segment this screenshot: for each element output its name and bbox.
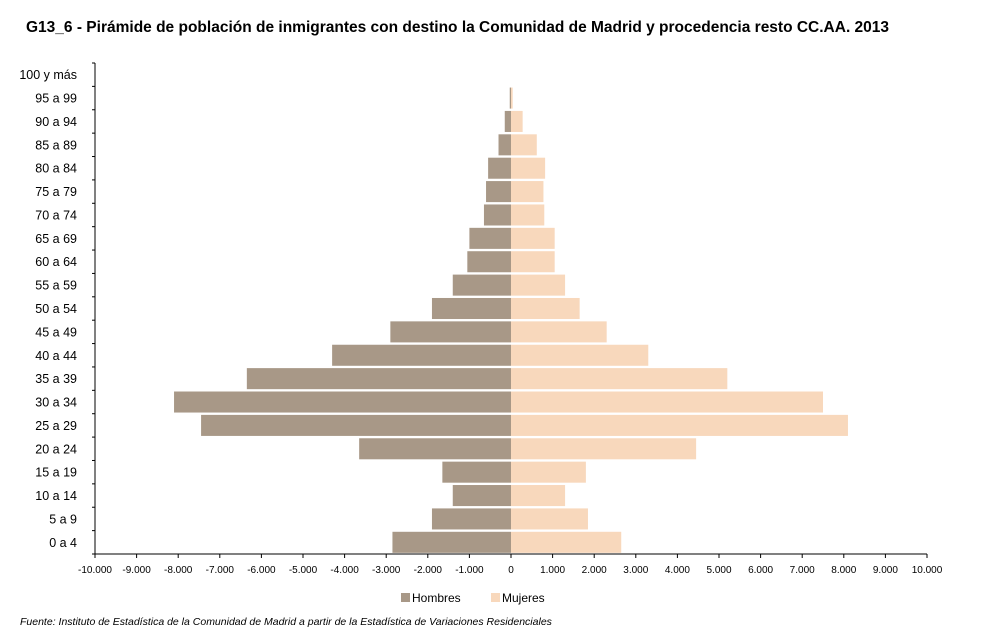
bar-mujeres-10-a-14: [511, 485, 566, 507]
legend-label-mujeres: Mujeres: [502, 591, 545, 605]
bar-hombres-50-a-54: [431, 297, 511, 320]
y-tick-label: 10 a 14: [35, 489, 77, 503]
x-tick-label: 6.000: [748, 565, 773, 576]
bar-hombres-30-a-34: [174, 391, 512, 413]
y-tick-label: 65 a 69: [35, 232, 77, 246]
y-tick-label: 90 a 94: [35, 115, 77, 129]
bar-mujeres-0-a-4: [511, 531, 622, 553]
y-tick-label: 25 a 29: [35, 419, 77, 433]
y-tick-label: 60 a 64: [35, 255, 77, 269]
y-tick-label: 85 a 89: [35, 138, 77, 152]
x-tick-label: -10.000: [78, 565, 112, 576]
bar-mujeres-20-a-24: [511, 438, 697, 460]
x-tick-label: 0: [508, 565, 514, 576]
legend-swatch-hombres: [401, 593, 410, 602]
y-tick-label: 20 a 24: [35, 442, 77, 456]
bar-hombres-65-a-69: [469, 227, 511, 249]
x-tick-label: 9.000: [873, 565, 898, 576]
y-tick-label: 5 a 9: [49, 512, 77, 526]
bar-hombres-40-a-44: [332, 344, 511, 366]
y-tick-label: 50 a 54: [35, 302, 77, 316]
bar-hombres-35-a-39: [246, 368, 511, 390]
x-tick-label: -9.000: [122, 565, 151, 576]
bar-hombres-5-a-9: [431, 508, 511, 530]
bar-mujeres-40-a-44: [511, 344, 649, 366]
x-tick-label: -3.000: [372, 565, 401, 576]
bar-mujeres-50-a-54: [511, 297, 580, 320]
y-tick-label: 40 a 44: [35, 349, 77, 363]
bar-hombres-0-a-4: [392, 531, 511, 553]
bar-mujeres-80-a-84: [511, 157, 546, 179]
bar-mujeres-70-a-74: [511, 204, 545, 226]
x-tick-label: -4.000: [330, 565, 359, 576]
bar-hombres-10-a-14: [452, 485, 511, 507]
bar-mujeres-85-a-89: [511, 134, 537, 156]
chart-title: G13_6 - Pirámide de población de inmigra…: [26, 19, 890, 36]
x-tick-label: -8.000: [164, 565, 193, 576]
bar-mujeres-25-a-29: [511, 414, 848, 436]
y-tick-label: 45 a 49: [35, 325, 77, 339]
y-tick-label: 30 a 34: [35, 396, 77, 410]
y-tick-label: 95 a 99: [35, 92, 77, 106]
y-tick-label: 15 a 19: [35, 466, 77, 480]
bar-hombres-15-a-19: [442, 461, 511, 483]
x-tick-label: 1.000: [540, 565, 565, 576]
x-tick-label: 5.000: [706, 565, 731, 576]
bar-mujeres-55-a-59: [511, 274, 566, 296]
bar-hombres-70-a-74: [483, 204, 511, 226]
x-tick-label: -2.000: [414, 565, 443, 576]
y-tick-label: 70 a 74: [35, 208, 77, 222]
x-tick-label: -1.000: [455, 565, 484, 576]
bar-hombres-75-a-79: [486, 181, 511, 203]
y-tick-label: 80 a 84: [35, 162, 77, 176]
bar-mujeres-60-a-64: [511, 251, 555, 273]
bar-mujeres-30-a-34: [511, 391, 823, 413]
y-tick-label: 100 y más: [19, 68, 77, 82]
bar-hombres-25-a-29: [201, 414, 511, 436]
bar-mujeres-75-a-79: [511, 181, 544, 203]
bar-hombres-60-a-64: [467, 251, 511, 273]
y-tick-label: 35 a 39: [35, 372, 77, 386]
bar-hombres-55-a-59: [452, 274, 511, 296]
bar-hombres-80-a-84: [488, 157, 511, 179]
x-tick-label: -5.000: [289, 565, 318, 576]
x-tick-label: 4.000: [665, 565, 690, 576]
x-tick-label: -6.000: [247, 565, 276, 576]
bar-hombres-45-a-49: [390, 321, 511, 343]
bar-hombres-90-a-94: [504, 110, 511, 132]
bar-mujeres-35-a-39: [511, 368, 728, 390]
y-tick-label: 75 a 79: [35, 185, 77, 199]
x-tick-label: 2.000: [582, 565, 607, 576]
bar-mujeres-15-a-19: [511, 461, 586, 483]
legend-label-hombres: Hombres: [412, 591, 461, 605]
x-tick-label: 8.000: [831, 565, 856, 576]
bar-hombres-85-a-89: [498, 134, 511, 156]
bar-hombres-20-a-24: [359, 438, 511, 460]
bar-mujeres-45-a-49: [511, 321, 607, 343]
x-tick-label: -7.000: [206, 565, 235, 576]
bar-mujeres-95-a-99: [511, 87, 513, 109]
x-tick-label: 7.000: [790, 565, 815, 576]
x-tick-label: 10.000: [912, 565, 943, 576]
bar-hombres-95-a-99: [509, 87, 511, 109]
y-tick-label: 55 a 59: [35, 279, 77, 293]
source-note: Fuente: Instituto de Estadística de la C…: [20, 616, 552, 628]
bar-mujeres-65-a-69: [511, 227, 555, 249]
y-tick-label: 0 a 4: [49, 536, 77, 550]
x-tick-label: 3.000: [623, 565, 648, 576]
bar-mujeres-5-a-9: [511, 508, 588, 530]
bar-mujeres-90-a-94: [511, 110, 523, 132]
legend-swatch-mujeres: [491, 593, 500, 602]
